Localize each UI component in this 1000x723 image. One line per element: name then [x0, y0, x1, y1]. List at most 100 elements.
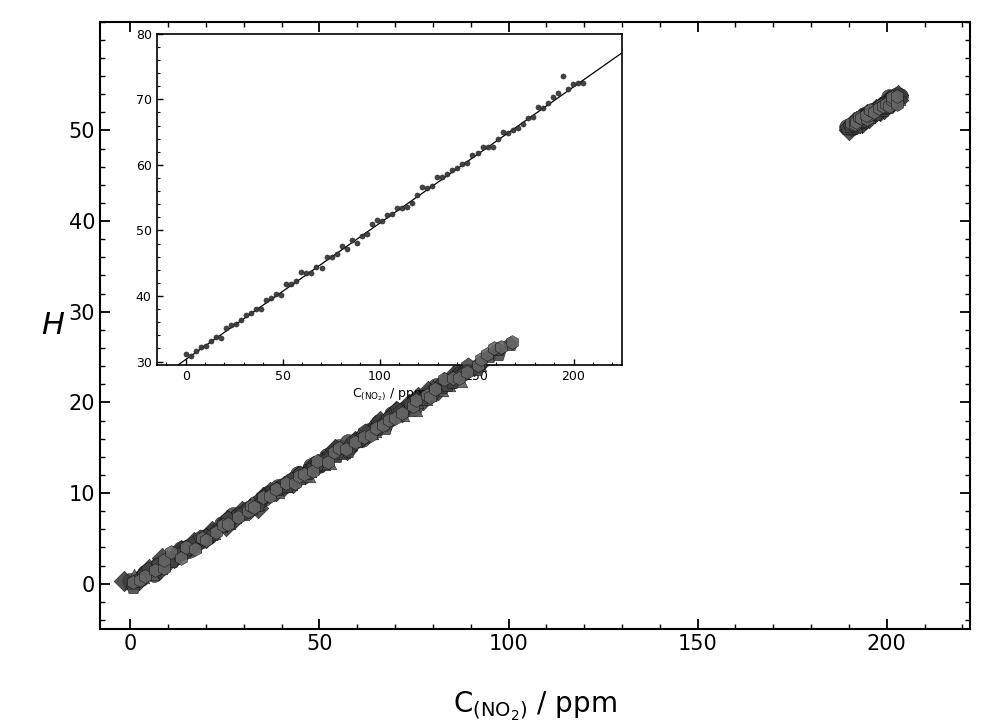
Point: [340, 437, 356, 448]
Point: [466, 361, 482, 372]
Point: [201, 530, 217, 542]
Point: [469, 364, 485, 375]
Point: [347, 435, 363, 447]
Point: [440, 378, 456, 390]
Point: [490, 343, 506, 355]
Point: [150, 560, 166, 571]
Point: [243, 500, 259, 512]
Point: [324, 448, 340, 459]
Point: [475, 354, 491, 365]
Point: [361, 426, 377, 437]
Point: [192, 534, 208, 546]
Point: [860, 110, 876, 121]
Point: [297, 468, 313, 479]
Point: [481, 350, 497, 362]
Point: [366, 424, 382, 436]
Point: [883, 95, 899, 106]
Point: [427, 383, 443, 395]
Point: [250, 502, 266, 514]
Point: [479, 352, 495, 364]
Point: [125, 576, 141, 587]
Point: [500, 344, 516, 356]
Point: [847, 118, 863, 129]
Point: [240, 503, 256, 515]
Point: [445, 370, 461, 382]
Point: [147, 565, 163, 576]
Point: [185, 536, 201, 548]
Point: [247, 499, 263, 510]
Point: [875, 103, 891, 114]
Point: [862, 106, 878, 117]
Point: [125, 581, 141, 593]
Point: [884, 91, 900, 103]
Point: [491, 341, 507, 353]
Point: [141, 563, 157, 575]
Point: [277, 479, 293, 490]
Point: [445, 372, 461, 384]
Point: [218, 521, 234, 532]
Point: [173, 552, 189, 563]
Point: [493, 341, 509, 353]
Point: [460, 362, 476, 374]
Point: [876, 103, 892, 114]
Point: [841, 124, 857, 136]
Point: [454, 365, 470, 377]
Point: [885, 93, 901, 105]
Point: [152, 562, 168, 573]
Point: [319, 454, 335, 466]
Point: [436, 373, 452, 385]
Point: [470, 359, 486, 371]
Point: [170, 546, 186, 557]
Point: [873, 99, 889, 111]
Point: [486, 343, 502, 354]
Point: [850, 115, 866, 127]
Point: [194, 531, 210, 543]
Point: [299, 467, 315, 479]
Point: [853, 114, 869, 125]
Point: [315, 458, 331, 469]
Point: [192, 531, 208, 543]
Point: [181, 544, 197, 555]
Point: [220, 513, 236, 524]
Point: [867, 106, 883, 117]
Point: [436, 376, 452, 388]
Point: [219, 515, 235, 526]
Point: [335, 445, 351, 457]
Point: [885, 95, 901, 107]
Point: [880, 101, 896, 113]
Point: [285, 476, 301, 488]
Point: [877, 96, 893, 108]
Point: [379, 415, 395, 427]
Point: [392, 406, 408, 417]
Point: [305, 462, 321, 474]
Point: [868, 108, 884, 120]
Point: [889, 98, 905, 109]
Point: [879, 97, 895, 108]
Point: [444, 377, 460, 388]
Point: [495, 344, 511, 356]
Point: [402, 398, 418, 410]
Point: [417, 392, 433, 403]
Point: [305, 465, 321, 476]
Point: [428, 381, 444, 393]
Point: [881, 100, 897, 111]
Point: [292, 467, 308, 479]
Point: [334, 448, 350, 459]
Point: [363, 429, 379, 441]
Point: [363, 426, 379, 437]
Point: [380, 412, 396, 424]
Point: [269, 485, 285, 497]
Point: [451, 372, 467, 384]
Point: [879, 98, 895, 109]
Point: [220, 518, 236, 530]
Point: [331, 441, 347, 453]
Point: [234, 507, 250, 518]
Point: [381, 414, 397, 426]
Point: [460, 359, 476, 371]
Point: [881, 95, 897, 107]
Point: [156, 562, 172, 573]
Point: [226, 510, 242, 522]
Point: [464, 358, 480, 369]
Point: [847, 119, 863, 130]
Point: [220, 516, 236, 528]
